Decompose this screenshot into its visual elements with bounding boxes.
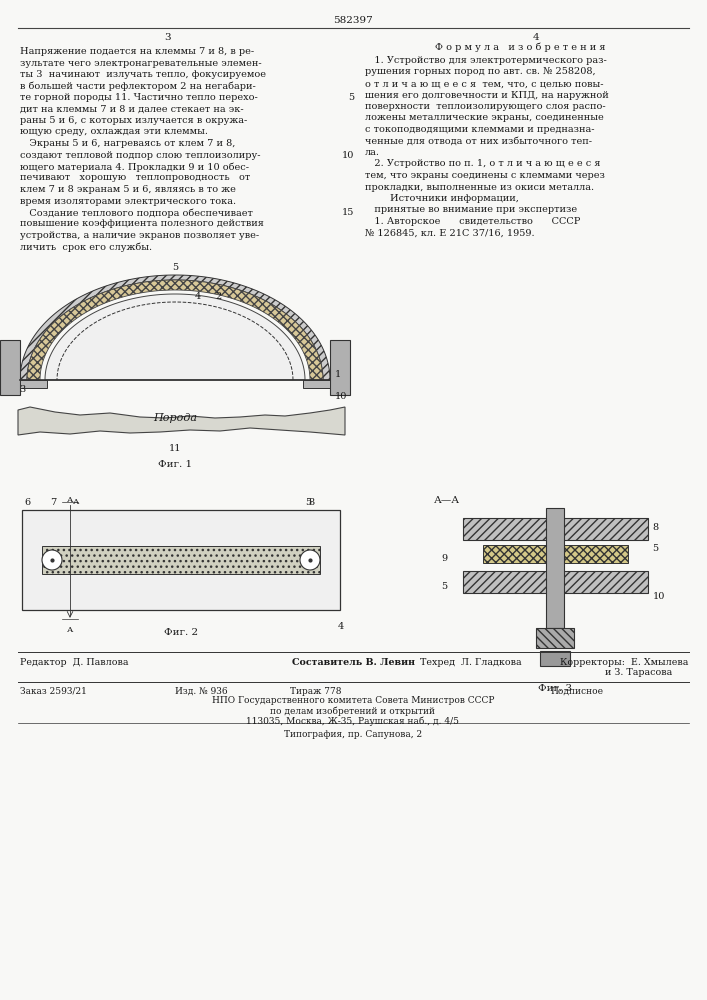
Text: 4: 4 — [195, 292, 201, 301]
Text: 582397: 582397 — [333, 16, 373, 25]
Text: 2: 2 — [215, 292, 221, 301]
Bar — [303, 380, 330, 388]
Text: ложены металлические экраны, соединенные: ложены металлические экраны, соединенные — [365, 113, 604, 122]
Text: Ф о р м у л а   и з о б р е т е н и я: Ф о р м у л а и з о б р е т е н и я — [435, 42, 605, 51]
Text: и З. Тарасова: и З. Тарасова — [560, 668, 672, 677]
Text: 4: 4 — [338, 622, 344, 631]
Text: 1. Авторское      свидетельство      СССР: 1. Авторское свидетельство СССР — [365, 217, 580, 226]
Text: прокладки, выполненные из окиси металла.: прокладки, выполненные из окиси металла. — [365, 182, 594, 192]
Text: 8: 8 — [308, 498, 314, 507]
Text: Составитель В. Левин: Составитель В. Левин — [291, 658, 414, 667]
Text: Источники информации,: Источники информации, — [365, 194, 519, 203]
Text: личить  срок его службы.: личить срок его службы. — [20, 242, 152, 252]
Text: Фиг. 1: Фиг. 1 — [158, 460, 192, 469]
Text: Редактор  Д. Павлова: Редактор Д. Павлова — [20, 658, 129, 667]
Bar — [536, 628, 574, 648]
Bar — [22, 510, 340, 610]
Bar — [20, 380, 47, 388]
Text: шения его долговечности и КПД, на наружной: шения его долговечности и КПД, на наружн… — [365, 91, 609, 100]
Text: Изд. № 936: Изд. № 936 — [175, 687, 228, 696]
Text: 5: 5 — [348, 93, 354, 102]
Text: рушения горных пород по авт. св. № 258208,: рушения горных пород по авт. св. № 25820… — [365, 68, 595, 77]
Text: Фиг. 2: Фиг. 2 — [164, 628, 198, 637]
Text: А: А — [67, 626, 74, 634]
Text: 1: 1 — [335, 370, 341, 379]
Polygon shape — [45, 294, 305, 380]
Bar — [462, 518, 648, 540]
Polygon shape — [27, 280, 323, 380]
Text: повышение коэффициента полезного действия: повышение коэффициента полезного действи… — [20, 220, 264, 229]
Text: 2. Устройство по п. 1, о т л и ч а ю щ е е с я: 2. Устройство по п. 1, о т л и ч а ю щ е… — [365, 159, 600, 168]
Text: № 126845, кл. Е 21С 37/16, 1959.: № 126845, кл. Е 21С 37/16, 1959. — [365, 229, 534, 237]
Text: раны 5 и 6, с которых излучается в окружа-: раны 5 и 6, с которых излучается в окруж… — [20, 116, 247, 125]
Text: 3: 3 — [19, 385, 25, 394]
Text: Фиг. 3: Фиг. 3 — [538, 684, 572, 693]
Bar — [482, 545, 628, 563]
Text: А—А: А—А — [434, 496, 460, 505]
Text: устройства, а наличие экранов позволяет уве-: устройства, а наличие экранов позволяет … — [20, 231, 259, 240]
Bar — [546, 508, 564, 628]
Bar — [540, 651, 570, 666]
Text: 6: 6 — [24, 498, 30, 507]
Text: 113035, Москва, Ж-35, Раушская наб., д. 4/5: 113035, Москва, Ж-35, Раушская наб., д. … — [247, 716, 460, 726]
Text: ченные для отвода от них избыточного теп-: ченные для отвода от них избыточного теп… — [365, 136, 592, 145]
Text: зультате чего электронагревательные элемен-: зультате чего электронагревательные элем… — [20, 58, 262, 68]
Text: ющую среду, охлаждая эти клеммы.: ющую среду, охлаждая эти клеммы. — [20, 127, 208, 136]
Text: 10: 10 — [335, 392, 347, 401]
Text: по делам изобретений и открытий: по делам изобретений и открытий — [271, 706, 436, 716]
Text: ты 3  начинают  излучать тепло, фокусируемое: ты 3 начинают излучать тепло, фокусируем… — [20, 70, 266, 79]
Text: принятые во внимание при экспертизе: принятые во внимание при экспертизе — [365, 206, 577, 215]
Text: Порода: Порода — [153, 413, 197, 423]
Polygon shape — [20, 275, 330, 380]
Text: 1. Устройство для электротермического раз-: 1. Устройство для электротермического ра… — [365, 56, 607, 65]
Text: 5: 5 — [441, 582, 448, 591]
Text: ла.: ла. — [365, 148, 380, 157]
Bar — [330, 340, 350, 395]
Text: 5: 5 — [305, 498, 311, 507]
Text: 11: 11 — [169, 444, 181, 453]
Text: о т л и ч а ю щ е е с я  тем, что, с целью повы-: о т л и ч а ю щ е е с я тем, что, с цель… — [365, 79, 604, 88]
Text: 4: 4 — [532, 33, 539, 42]
Text: 10: 10 — [341, 150, 354, 159]
Text: дит на клеммы 7 и 8 и далее стекает на эк-: дит на клеммы 7 и 8 и далее стекает на э… — [20, 104, 244, 113]
Text: ющего материала 4. Прокладки 9 и 10 обес-: ющего материала 4. Прокладки 9 и 10 обес… — [20, 162, 249, 172]
Text: 10: 10 — [653, 592, 665, 601]
Text: Экраны 5 и 6, нагреваясь от клем 7 и 8,: Экраны 5 и 6, нагреваясь от клем 7 и 8, — [20, 139, 235, 148]
Text: А: А — [67, 496, 74, 504]
Text: те горной породы 11. Частично тепло перехо-: те горной породы 11. Частично тепло пере… — [20, 93, 258, 102]
Text: Заказ 2593/21: Заказ 2593/21 — [20, 687, 87, 696]
Text: 5: 5 — [653, 544, 659, 553]
Text: 8: 8 — [653, 523, 659, 532]
Circle shape — [42, 550, 62, 570]
Text: 7: 7 — [50, 498, 57, 507]
Text: 5: 5 — [172, 263, 178, 272]
Text: поверхности  теплоизолирующего слоя распо-: поверхности теплоизолирующего слоя распо… — [365, 102, 606, 111]
Text: время изоляторами электрического тока.: время изоляторами электрического тока. — [20, 196, 236, 206]
Bar — [462, 571, 648, 593]
Text: 3: 3 — [165, 33, 171, 42]
Text: Техред  Л. Гладкова: Техред Л. Гладкова — [420, 658, 522, 667]
Bar — [0, 340, 20, 395]
Text: Напряжение подается на клеммы 7 и 8, в ре-: Напряжение подается на клеммы 7 и 8, в р… — [20, 47, 254, 56]
Text: в большей части рефлектором 2 на негабари-: в большей части рефлектором 2 на негабар… — [20, 82, 256, 91]
Text: А: А — [73, 498, 79, 506]
Text: Типография, пр. Сапунова, 2: Типография, пр. Сапунова, 2 — [284, 730, 422, 739]
Text: НПО Государственного комитета Совета Министров СССР: НПО Государственного комитета Совета Мин… — [212, 696, 494, 705]
Text: 15: 15 — [341, 208, 354, 217]
Text: создают тепловой подпор слою теплоизолиру-: создают тепловой подпор слою теплоизолир… — [20, 150, 260, 159]
Text: Создание теплового подпора обеспечивает: Создание теплового подпора обеспечивает — [20, 208, 253, 218]
Text: Корректоры:  Е. Хмылева: Корректоры: Е. Хмылева — [560, 658, 689, 667]
Text: Подписное: Подписное — [550, 687, 603, 696]
Text: 9: 9 — [441, 554, 448, 563]
Text: печивают   хорошую   теплопроводность   от: печивают хорошую теплопроводность от — [20, 174, 250, 182]
Text: тем, что экраны соединены с клеммами через: тем, что экраны соединены с клеммами чер… — [365, 171, 605, 180]
Bar — [42, 546, 320, 574]
Circle shape — [300, 550, 320, 570]
Text: клем 7 и 8 экранам 5 и 6, являясь в то же: клем 7 и 8 экранам 5 и 6, являясь в то ж… — [20, 185, 236, 194]
Text: Тираж 778: Тираж 778 — [290, 687, 341, 696]
Text: с токоподводящими клеммами и предназна-: с токоподводящими клеммами и предназна- — [365, 125, 595, 134]
Polygon shape — [18, 407, 345, 435]
